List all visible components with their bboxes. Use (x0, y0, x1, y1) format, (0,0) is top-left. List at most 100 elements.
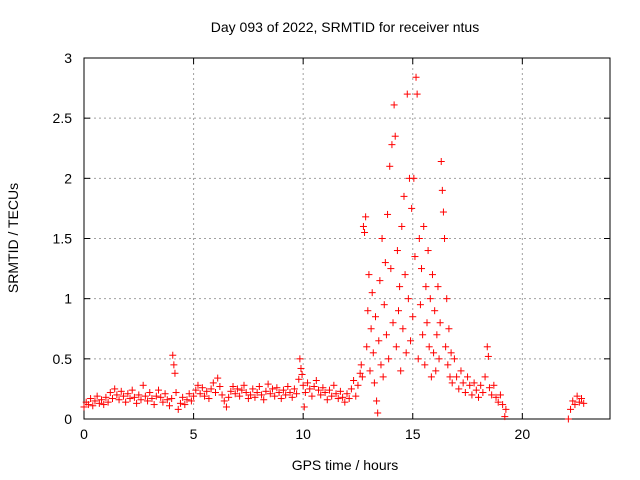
y-tick-label: 0 (64, 411, 72, 427)
data-point (236, 392, 244, 400)
data-point (194, 381, 202, 389)
data-point (439, 208, 447, 216)
data-point (216, 383, 224, 391)
data-point (233, 385, 241, 393)
data-point (229, 383, 237, 391)
data-point (104, 398, 112, 406)
data-point (126, 395, 134, 403)
data-point (214, 374, 222, 382)
data-point (364, 307, 372, 315)
data-point (420, 222, 428, 230)
x-tick-label: 15 (405, 426, 421, 442)
data-point (408, 204, 416, 212)
data-point (84, 401, 92, 409)
data-point (481, 373, 489, 381)
data-point (373, 397, 381, 405)
data-point (108, 395, 116, 403)
data-point (378, 235, 386, 242)
data-point (179, 393, 187, 401)
data-point (332, 390, 340, 398)
data-point (304, 379, 312, 387)
data-point (266, 390, 274, 398)
data-point (578, 395, 586, 403)
data-point (359, 222, 367, 230)
data-point (185, 390, 193, 398)
data-point (218, 391, 226, 399)
data-point (300, 403, 308, 411)
data-point (150, 401, 158, 409)
data-point (275, 389, 283, 397)
data-point (334, 395, 342, 403)
data-point (398, 222, 406, 230)
data-point (161, 390, 169, 398)
data-point (395, 307, 403, 315)
data-point (442, 343, 450, 351)
data-point (407, 337, 415, 345)
data-point (410, 174, 418, 182)
data-point (205, 395, 213, 403)
x-tick-label: 20 (515, 426, 531, 442)
x-tick-label: 10 (295, 426, 311, 442)
x-axis-label: GPS time / hours (292, 457, 399, 473)
data-point (225, 393, 233, 401)
data-point (299, 381, 307, 389)
data-point (384, 210, 392, 218)
data-point (571, 401, 579, 409)
data-point (567, 405, 575, 413)
data-point (198, 384, 206, 392)
data-point (317, 391, 325, 399)
data-point (412, 73, 420, 81)
data-point (455, 385, 463, 393)
data-point (347, 385, 355, 393)
data-point (374, 409, 382, 417)
data-point (448, 379, 456, 387)
data-point (400, 192, 408, 200)
data-point (499, 401, 507, 409)
data-point (443, 295, 451, 303)
data-point (436, 319, 444, 327)
data-point (433, 331, 441, 339)
data-point (388, 141, 396, 149)
data-point (328, 392, 336, 400)
data-point (240, 381, 248, 389)
data-point (362, 213, 370, 221)
data-point (102, 393, 110, 401)
data-point (363, 343, 371, 351)
data-point (403, 90, 411, 98)
chart-title: Day 093 of 2022, SRMTID for receiver ntu… (211, 19, 479, 35)
data-point (169, 351, 177, 359)
data-point (247, 391, 255, 399)
data-point (279, 386, 287, 394)
data-point (122, 398, 130, 406)
data-point (124, 390, 132, 398)
data-point (385, 355, 393, 363)
data-point (203, 387, 211, 395)
data-point (325, 386, 333, 394)
y-tick-label: 0.5 (53, 351, 73, 367)
data-point (181, 401, 189, 409)
data-point (464, 373, 472, 381)
data-point (453, 373, 461, 381)
data-point (496, 391, 504, 399)
data-point (564, 415, 572, 423)
axis-ticks: 0 5 10 15 20 0 0.5 1 1.5 2 2.5 3 (53, 50, 610, 442)
data-point (187, 397, 195, 405)
data-point (379, 373, 387, 381)
data-point (330, 381, 338, 389)
data-point (425, 343, 433, 351)
data-point (399, 325, 407, 333)
data-point (106, 389, 114, 397)
data-point (321, 389, 329, 397)
data-point (380, 301, 388, 309)
data-point (386, 162, 394, 170)
data-point (301, 389, 309, 397)
data-point (115, 396, 123, 404)
data-point (431, 307, 439, 315)
data-point (381, 259, 389, 267)
data-point (159, 398, 167, 406)
data-point (459, 379, 467, 387)
data-point (295, 375, 303, 383)
data-point (484, 352, 492, 360)
data-point (361, 228, 369, 236)
data-point (201, 392, 209, 400)
